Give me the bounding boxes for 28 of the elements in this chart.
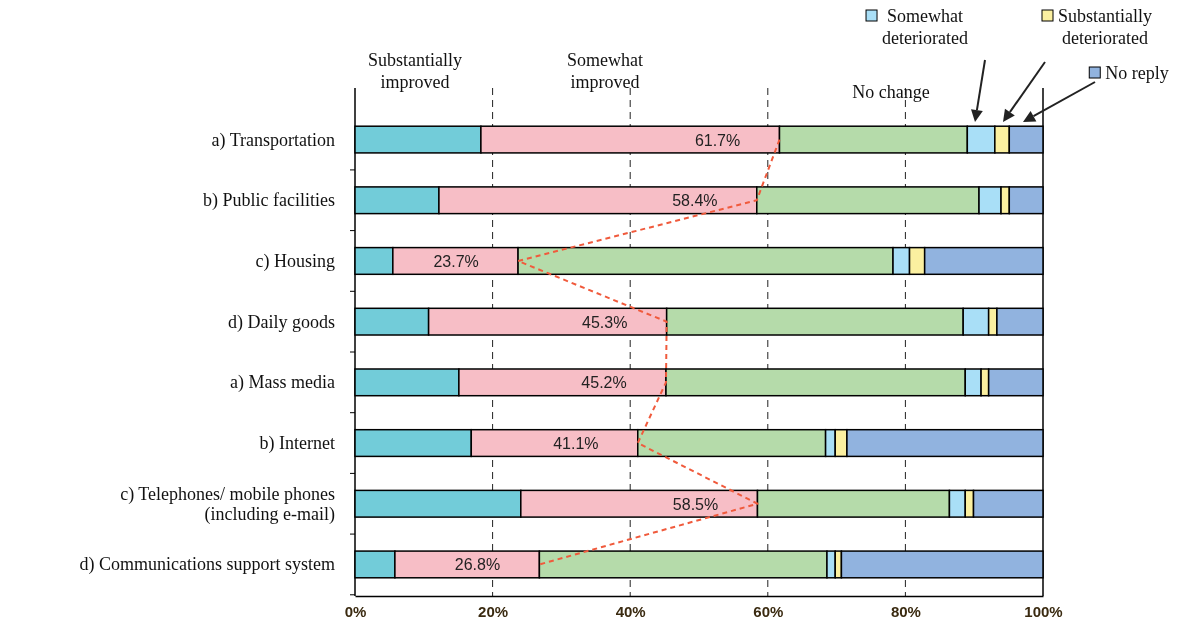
data-label: 45.3% — [582, 313, 628, 331]
x-tick-label: 20% — [478, 602, 509, 620]
x-tick-label: 60% — [753, 602, 784, 620]
data-label: 26.8% — [454, 556, 501, 574]
legend-label: No reply — [1105, 63, 1169, 83]
data-label: 61.7% — [694, 131, 741, 149]
legend-label: Substantially deteriorated — [1058, 6, 1152, 48]
series-label: No change — [852, 82, 930, 102]
y-tick-label: b) Public facilities — [203, 190, 335, 212]
y-tick-label: b) Internet — [259, 433, 335, 455]
data-label: 58.4% — [672, 192, 718, 210]
y-tick-label: a) Mass media — [230, 372, 336, 394]
data-label: 23.7% — [433, 252, 479, 270]
data-label: 41.1% — [553, 435, 599, 453]
data-label: 45.2% — [581, 374, 627, 392]
series-label: Somewhat improved — [567, 50, 643, 92]
y-tick-label: d) Communications support system — [79, 554, 335, 576]
x-tick-label: 0% — [344, 602, 367, 620]
legend-label: Somewhat deteriorated — [882, 6, 968, 48]
x-tick-label: 80% — [890, 602, 921, 620]
series-label: Substantially improved — [368, 50, 462, 92]
y-tick-label: c) Housing — [255, 250, 335, 272]
y-tick-label: c) Telephones/ mobile phones (including e-mail) — [120, 483, 335, 525]
y-tick-label: a) Transportation — [211, 129, 335, 151]
x-tick-label: 100% — [1024, 602, 1063, 620]
data-label: 58.5% — [672, 495, 719, 513]
y-tick-label: d) Daily goods — [228, 311, 335, 333]
x-tick-label: 40% — [615, 602, 646, 620]
